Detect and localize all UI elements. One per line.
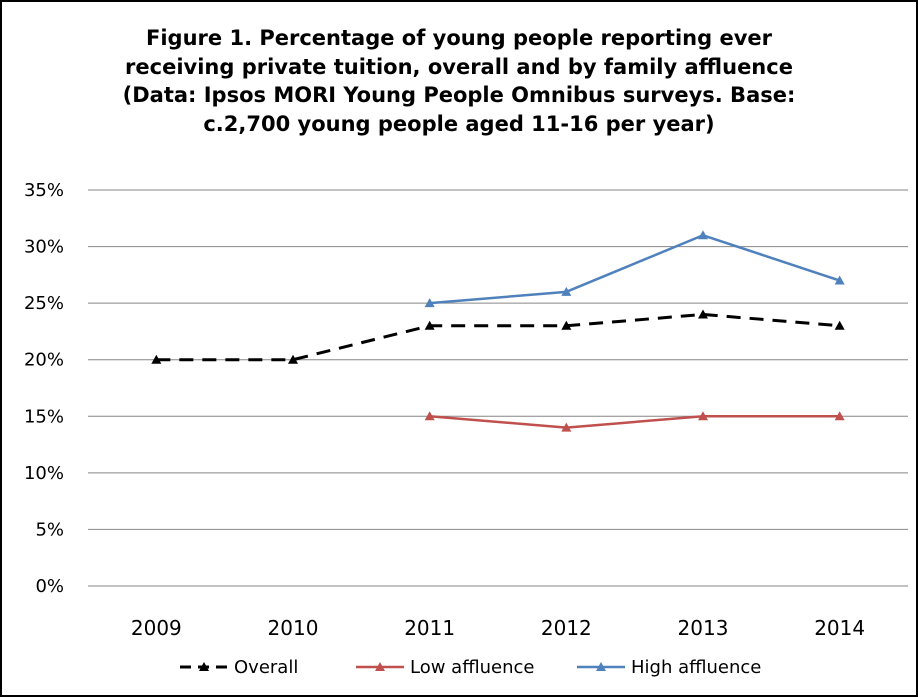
legend-label: Overall <box>234 657 298 678</box>
y-tick-label: 5% <box>35 519 64 540</box>
data-point-marker <box>424 298 435 308</box>
data-point-marker <box>561 422 572 432</box>
data-point-marker <box>834 411 845 421</box>
y-tick-label: 0% <box>35 576 64 597</box>
data-point-marker <box>834 275 845 285</box>
series-line <box>429 415 840 429</box>
x-tick-label: 2011 <box>404 616 455 640</box>
y-tick-label: 25% <box>24 293 64 314</box>
chart-title-line: Figure 1. Percentage of young people rep… <box>146 26 772 50</box>
y-tick-label: 30% <box>24 237 64 258</box>
data-point-marker <box>288 354 298 364</box>
legend: Overall Low affluence High affluence <box>180 657 761 678</box>
data-point-marker <box>424 411 435 421</box>
data-point-marker <box>151 354 162 364</box>
x-tick-label: 2010 <box>268 616 319 640</box>
chart-title-line: (Data: Ipsos MORI Young People Omnibus s… <box>122 83 796 107</box>
y-tick-label: 35% <box>24 180 64 201</box>
data-point-marker <box>561 320 572 330</box>
data-point-marker <box>834 320 845 330</box>
chart-title-line: c.2,700 young people aged 11-16 per year… <box>203 111 715 136</box>
gridlines <box>88 189 908 587</box>
y-tick-label: 20% <box>24 350 64 371</box>
x-axis-ticks: 2009 2010 2011 2012 2013 2014 <box>131 616 865 640</box>
y-tick-label: 15% <box>24 406 64 427</box>
legend-marker <box>596 662 606 671</box>
series-layer <box>151 230 845 432</box>
chart-title: Figure 1. Percentage of young people rep… <box>20 24 898 138</box>
data-point-marker <box>424 320 435 330</box>
x-tick-label: 2014 <box>814 616 865 640</box>
x-tick-label: 2009 <box>131 616 182 640</box>
legend-label: Low affluence <box>410 657 534 678</box>
x-tick-label: 2012 <box>541 616 592 640</box>
y-axis-ticks: 0% 5% 10% 15% 20% 25% 30% 35% <box>24 180 64 597</box>
series-line <box>156 312 840 362</box>
data-point-marker <box>698 411 708 421</box>
data-point-marker <box>698 309 708 319</box>
data-point-marker <box>561 286 572 296</box>
legend-label: High affluence <box>631 657 761 678</box>
legend-marker <box>375 662 385 671</box>
series-line <box>429 234 841 305</box>
data-point-marker <box>698 230 708 240</box>
y-tick-label: 10% <box>24 463 64 484</box>
x-tick-label: 2013 <box>678 616 729 640</box>
legend-marker <box>199 662 209 671</box>
chart-title-line: receiving private tuition, overall and b… <box>125 54 793 79</box>
